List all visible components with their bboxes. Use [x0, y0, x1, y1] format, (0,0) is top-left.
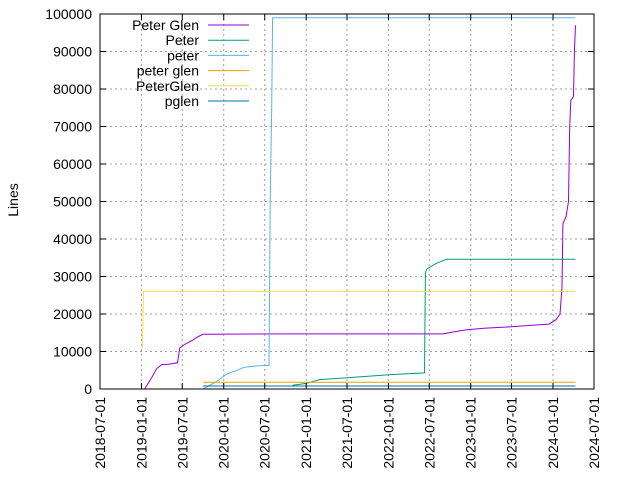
x-tick-label: 2023-07-01	[504, 397, 520, 469]
legend-label: pglen	[165, 93, 199, 109]
x-tick-label: 2018-07-01	[92, 397, 108, 469]
y-axis-title: Lines	[5, 183, 21, 216]
x-tick-label: 2019-07-01	[174, 397, 190, 469]
x-tick-label: 2020-01-01	[216, 397, 232, 469]
legend-label: peter	[167, 47, 199, 63]
series-line-4	[141, 291, 576, 348]
y-tick-label: 60000	[53, 156, 92, 172]
y-tick-label: 50000	[53, 194, 92, 210]
y-tick-label: 80000	[53, 81, 92, 97]
axis-ticks: 0 10000 20000 30000 40000 50000 60000 70000 8000…	[45, 6, 602, 469]
x-tick-label: 2020-07-01	[257, 397, 273, 469]
series-line-1	[292, 258, 576, 386]
y-tick-label: 0	[84, 381, 92, 397]
x-tick-label: 2021-07-01	[339, 397, 355, 469]
legend-label: peter glen	[137, 63, 199, 79]
x-tick-label: 2023-01-01	[463, 397, 479, 469]
x-tick-label: 2022-07-01	[421, 397, 437, 469]
x-tick-label: 2019-01-01	[133, 397, 149, 469]
x-tick-label: 2021-01-01	[298, 397, 314, 469]
x-tick-label: 2024-07-01	[586, 397, 602, 469]
x-tick-label: 2024-01-01	[545, 397, 561, 469]
y-tick-label: 30000	[53, 269, 92, 285]
y-tick-label: 70000	[53, 119, 92, 135]
y-tick-label: 40000	[53, 231, 92, 247]
x-tick-label: 2022-01-01	[380, 397, 396, 469]
y-tick-label: 100000	[45, 6, 92, 22]
legend-label: Peter	[166, 32, 200, 48]
series-line-0	[144, 25, 576, 390]
y-tick-label: 20000	[53, 306, 92, 322]
series-lines	[141, 17, 576, 390]
legend-label: Peter Glen	[132, 17, 199, 33]
grid	[100, 14, 594, 389]
y-tick-label: 10000	[53, 344, 92, 360]
y-tick-label: 90000	[53, 44, 92, 60]
legend-label: PeterGlen	[136, 78, 199, 94]
series-line-2	[202, 17, 576, 390]
